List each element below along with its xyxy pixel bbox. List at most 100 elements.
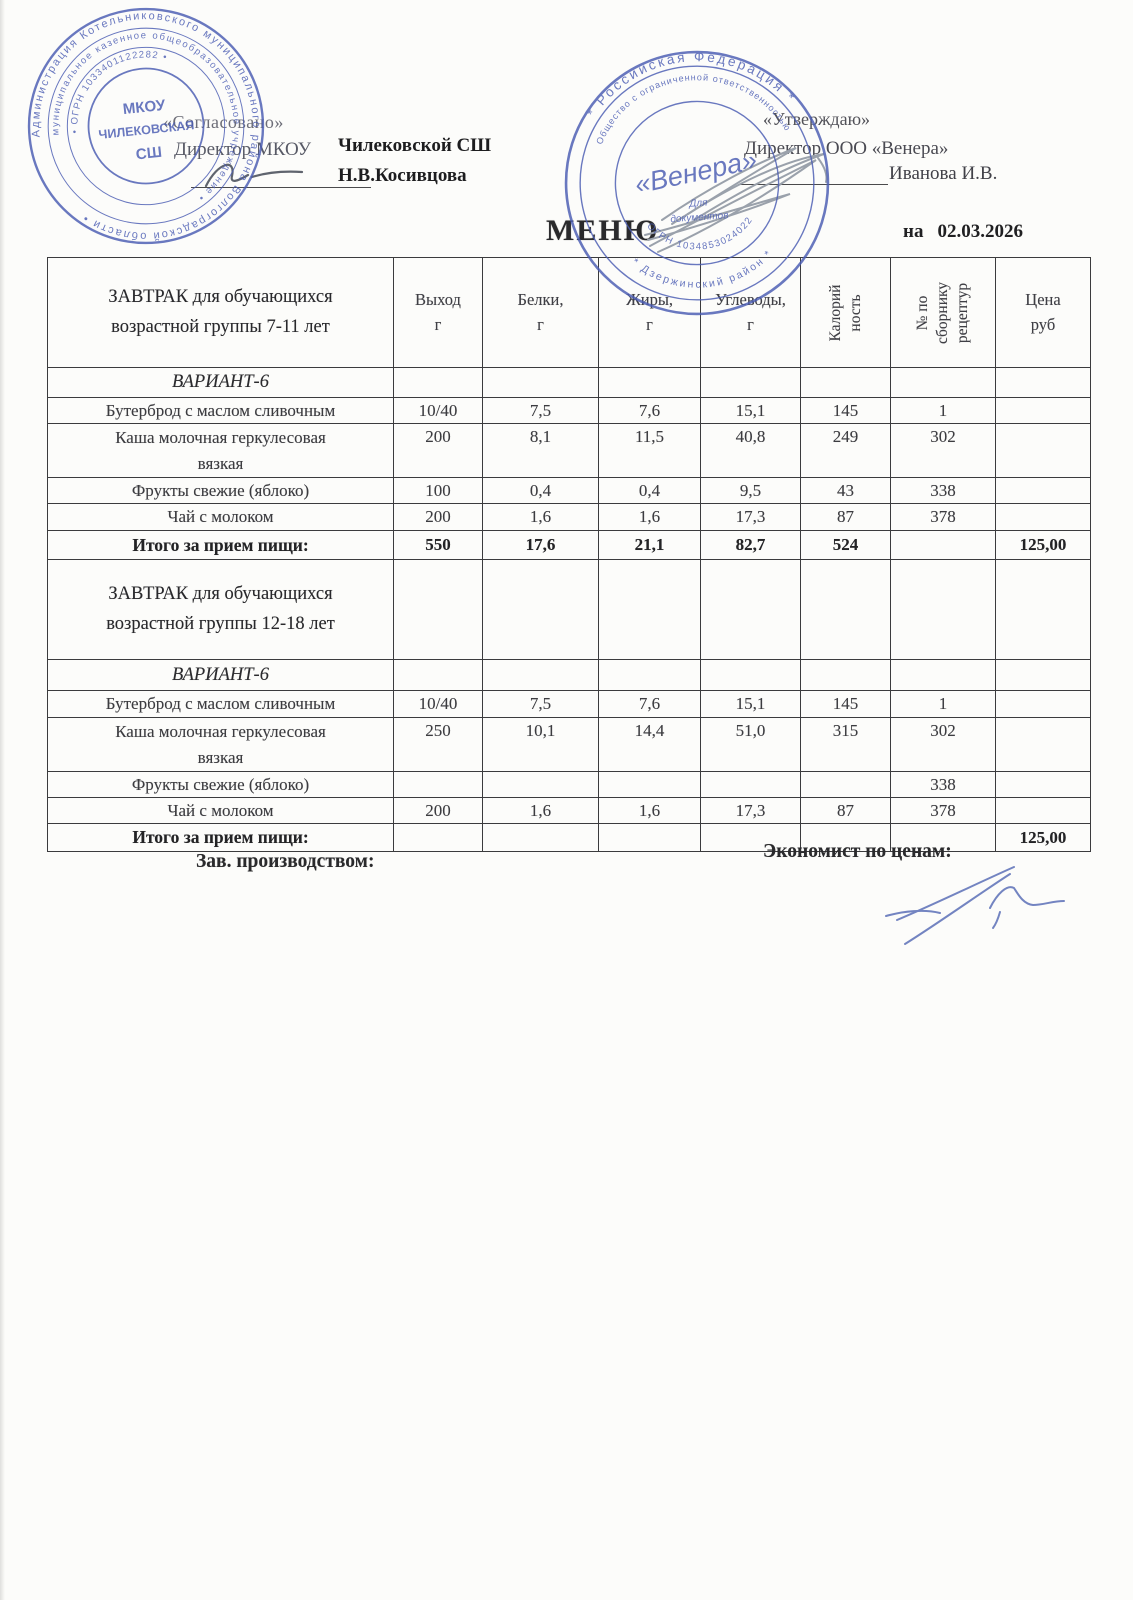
fat-cell (598, 823, 701, 852)
empty-cell (800, 367, 891, 398)
price-cell (995, 717, 1091, 772)
output-cell: 200 (393, 503, 483, 531)
section-header-row: ЗАВТРАК для обучающихся возрастной групп… (47, 559, 1091, 660)
output-cell: 200 (393, 423, 483, 478)
empty-cell (890, 559, 996, 660)
fat-cell: 1,6 (598, 797, 701, 824)
recipe-cell: 378 (890, 797, 996, 824)
price-cell: 125,00 (995, 823, 1091, 852)
economist-signature (885, 866, 1065, 945)
carbs-cell: 15,1 (700, 397, 801, 424)
kcal-cell: 524 (800, 530, 891, 560)
svg-text:ОГРН 1034853024022: ОГРН 1034853024022 (644, 214, 757, 256)
recipe-cell: 302 (890, 423, 996, 478)
recipe-cell: 302 (890, 717, 996, 772)
output-cell: 200 (393, 797, 483, 824)
output-cell: 550 (393, 530, 483, 560)
production-manager-label: Зав. производством: (196, 851, 375, 872)
dish-name-cell: Фрукты свежие (яблоко) (47, 771, 394, 798)
signature-line (738, 184, 888, 185)
recipe-cell: 338 (890, 477, 996, 504)
carbs-cell: 17,3 (700, 797, 801, 824)
price-economist-label: Экономист по ценам: (763, 841, 952, 862)
empty-cell (482, 367, 599, 398)
column-header-recipe-number: № по сборнику рецептур (890, 257, 996, 368)
column-header-kcal: Калорий ность (800, 257, 891, 368)
school-stamp-inner-ring-text: • ОГРН 1033401122282 • (62, 47, 176, 135)
fat-cell: 7,6 (598, 690, 701, 718)
venera-stamp-sub-line2: документов (670, 210, 729, 225)
fat-cell (598, 771, 701, 798)
agreed-org-name: Чилековской СШ (338, 135, 492, 156)
table-header-row: ЗАВТРАК для обучающихся возрастной групп… (47, 257, 1091, 368)
scan-edge-artifact (0, 0, 5, 1600)
empty-cell (890, 367, 996, 398)
total-label-cell: Итого за прием пищи: (47, 530, 394, 560)
price-cell: 125,00 (995, 530, 1091, 560)
variant-row: ВАРИАНТ-6 (47, 659, 1091, 691)
section1-title-cell: ЗАВТРАК для обучающихся возрастной групп… (47, 257, 394, 368)
protein-cell: 1,6 (482, 797, 599, 824)
approve-status-label: «Утверждаю» (763, 109, 871, 129)
dish-name-cell: Бутерброд с маслом сливочным (47, 690, 394, 718)
price-cell (995, 503, 1091, 531)
svg-text:• ОГРН 1033401122282 •: • ОГРН 1033401122282 • (62, 47, 176, 135)
total-row: Итого за прием пищи: 550 17,6 21,1 82,7 … (47, 530, 1091, 560)
dish-name-cell: Чай с молоком (47, 503, 394, 531)
column-header-fat: Жиры, г (598, 257, 701, 368)
carbs-cell: 15,1 (700, 690, 801, 718)
output-cell (393, 823, 483, 852)
protein-cell: 7,5 (482, 397, 599, 424)
empty-cell (800, 559, 891, 660)
price-cell (995, 797, 1091, 824)
kcal-cell: 43 (800, 477, 891, 504)
empty-cell (995, 559, 1091, 660)
column-header-price: Цена руб (995, 257, 1091, 368)
kcal-cell: 145 (800, 397, 891, 424)
menu-row: Фрукты свежие (яблоко) 338 (47, 771, 1091, 798)
menu-row: Чай с молоком 200 1,6 1,6 17,3 87 378 (47, 503, 1091, 531)
column-header-output: Выход г (393, 257, 483, 368)
school-stamp-center-line1: МКОУ (122, 97, 167, 118)
price-cell (995, 771, 1091, 798)
carbs-cell (700, 771, 801, 798)
fat-cell: 1,6 (598, 503, 701, 531)
recipe-cell: 1 (890, 397, 996, 424)
column-header-protein: Белки, г (482, 257, 599, 368)
recipe-cell: 1 (890, 690, 996, 718)
protein-cell: 8,1 (482, 423, 599, 478)
empty-cell (598, 559, 701, 660)
empty-cell (800, 659, 891, 691)
protein-cell: 0,4 (482, 477, 599, 504)
output-cell: 250 (393, 717, 483, 772)
menu-row: Бутерброд с маслом сливочным 10/40 7,5 7… (47, 690, 1091, 718)
menu-row: Чай с молоком 200 1,6 1,6 17,3 87 378 (47, 797, 1091, 824)
output-cell: 10/40 (393, 397, 483, 424)
agreed-status-label: «Согласовано» (163, 112, 284, 132)
empty-cell (482, 559, 599, 660)
school-stamp-center-line3: СШ (135, 144, 163, 164)
recipe-cell: 378 (890, 503, 996, 531)
signature-line (191, 187, 371, 188)
date-label: на (903, 221, 924, 242)
dish-name-cell: Фрукты свежие (яблоко) (47, 477, 394, 504)
protein-cell: 17,6 (482, 530, 599, 560)
fat-cell: 21,1 (598, 530, 701, 560)
recipe-cell: 338 (890, 771, 996, 798)
menu-row: Фрукты свежие (яблоко) 100 0,4 0,4 9,5 4… (47, 477, 1091, 504)
output-cell: 100 (393, 477, 483, 504)
total-label-cell: Итого за прием пищи: (47, 823, 394, 852)
menu-date: на 02.03.2026 (903, 221, 1023, 243)
approve-person-name: Иванова И.В. (889, 163, 998, 184)
svg-text:Общество с ограниченной ответс: Общество с ограниченной ответственностью (590, 66, 794, 147)
empty-cell (700, 559, 801, 660)
variant-label: ВАРИАНТ-6 (47, 659, 394, 691)
column-header-carbs: Углеводы, г (700, 257, 801, 368)
fat-cell: 14,4 (598, 717, 701, 772)
kcal-cell: 315 (800, 717, 891, 772)
date-value: 02.03.2026 (937, 221, 1023, 242)
kcal-cell (800, 771, 891, 798)
empty-cell (393, 367, 483, 398)
agreed-person-name: Н.В.Косивцова (338, 165, 467, 186)
